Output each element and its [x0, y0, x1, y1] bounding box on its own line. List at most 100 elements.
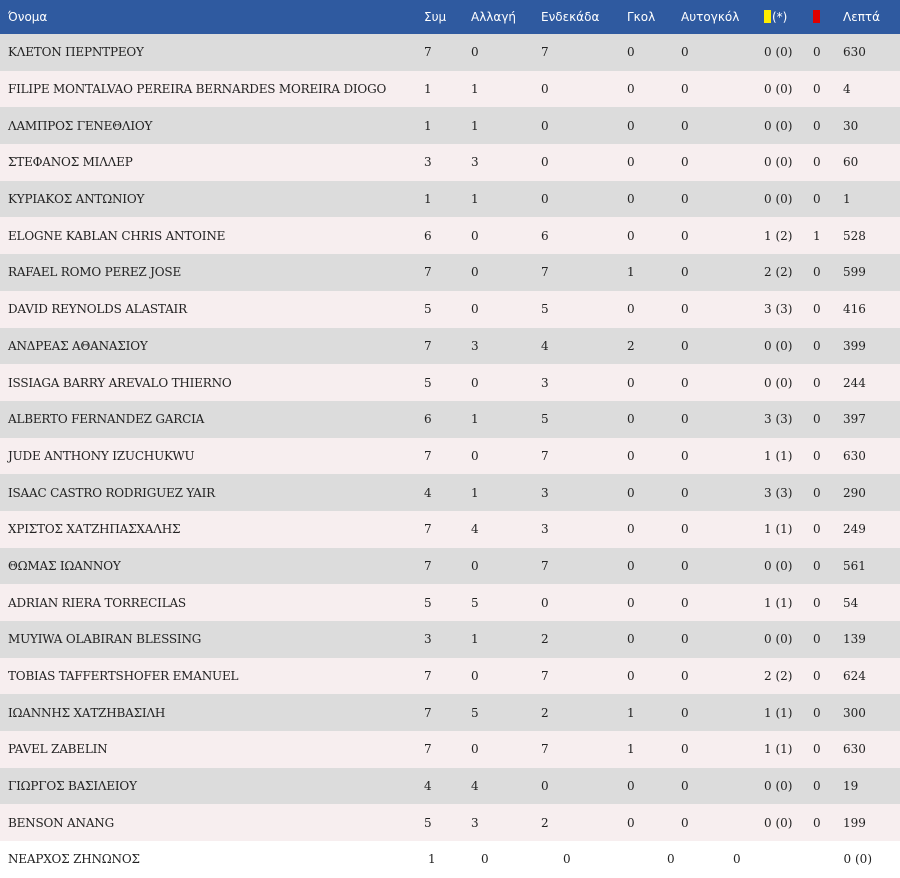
cell-red: 0 — [813, 448, 821, 463]
cell-name[interactable]: ELOGNE KABLAN CHRIS ANTOINE — [8, 228, 226, 243]
cell-empty — [809, 841, 839, 878]
cell-minutes: 528 — [843, 228, 866, 243]
cell-name[interactable]: ADRIAN RIERA TORRECILAS — [8, 595, 186, 610]
cell-own-goals: 0 — [681, 632, 689, 647]
table-row[interactable]: ADRIAN RIERA TORRECILAS 5 5 0 0 0 1 (1) 0 54 — [0, 584, 900, 621]
cell-name[interactable]: FILIPE MONTALVAO PEREIRA BERNARDES MOREI… — [8, 82, 387, 97]
cell-own-goals: 0 — [681, 669, 689, 684]
cell-name[interactable]: ΧΡΙΣΤΟΣ ΧΑΤΖΗΠΑΣΧΑΛΗΣ — [8, 522, 181, 537]
table-row[interactable]: FILIPE MONTALVAO PEREIRA BERNARDES MOREI… — [0, 70, 900, 108]
cell-name[interactable]: DAVID REYNOLDS ALASTAIR — [8, 302, 187, 317]
cell-goals: 0 — [627, 485, 635, 500]
cell-name[interactable]: ΘΩΜΑΣ ΙΩΑΝΝΟΥ — [8, 558, 121, 573]
table-row[interactable]: DAVID REYNOLDS ALASTAIR 5 0 5 0 0 3 (3) 0 416 — [0, 290, 900, 328]
table-row[interactable]: BENSON ANANG 5 3 2 0 0 0 (0) 0 199 — [0, 804, 900, 842]
cell-apps: 7 — [424, 705, 432, 720]
col-header-apps[interactable]: Συμ — [424, 10, 447, 24]
col-header-subs[interactable]: Αλλαγή — [471, 10, 517, 24]
cell-own-goals: 0 — [681, 375, 689, 390]
table-row[interactable]: ΚΥΡΙΑΚΟΣ ΑΝΤΩΝΙΟΥ 1 1 0 0 0 0 (0) 0 1 — [0, 180, 900, 218]
cell-goals: 0 — [627, 632, 635, 647]
table-row[interactable]: ΘΩΜΑΣ ΙΩΑΝΝΟΥ 7 0 7 0 0 0 (0) 0 561 — [0, 547, 900, 585]
cell-starts: 7 — [541, 742, 549, 757]
cell-name[interactable]: ALBERTO FERNANDEZ GARCIA — [8, 412, 205, 427]
cell-minutes: 1 — [843, 192, 851, 207]
cell-goals: 0 — [627, 412, 635, 427]
table-header-row: Όνομα Συμ Αλλαγή Ενδεκάδα Γκολ Αυτογκόλ … — [0, 0, 900, 34]
cell-red: 0 — [813, 558, 821, 573]
cell-starts: 5 — [541, 302, 549, 317]
table-row[interactable]: ISSIAGA BARRY AREVALO THIERNO 5 0 3 0 0 0 (0) 0… — [0, 364, 900, 401]
table-row[interactable]: MUYIWA OLABIRAN BLESSING 3 1 2 0 0 0 (0) 0 139 — [0, 621, 900, 658]
table-row[interactable]: RAFAEL ROMO PEREZ JOSE 7 0 7 1 0 2 (2) 0 599 — [0, 254, 900, 291]
table-row[interactable]: ΛΑΜΠΡΟΣ ΓΕΝΕΘΛΙΟΥ 1 1 0 0 0 0 (0) 0 30 — [0, 107, 900, 145]
table-row[interactable]: ΧΡΙΣΤΟΣ ΧΑΤΖΗΠΑΣΧΑΛΗΣ 7 4 3 0 0 1 (1) 0 249 — [0, 510, 900, 548]
cell-red: 0 — [813, 595, 821, 610]
cell-yellow: 0 (0) — [764, 45, 793, 60]
cell-own-goals: 0 — [681, 192, 689, 207]
cell-minutes: 624 — [843, 669, 866, 684]
col-header-own-goals[interactable]: Αυτογκόλ — [681, 10, 740, 24]
cell-subs: 1 — [471, 632, 479, 647]
cell-subs: 4 — [471, 779, 479, 794]
cell-apps: 7 — [424, 669, 432, 684]
cell-own-goals: 0 — [681, 302, 689, 317]
cell-minutes: 139 — [843, 632, 866, 647]
cell-name[interactable]: ΙΩΑΝΝΗΣ ΧΑΤΖΗΒΑΣΙΛΗ — [8, 705, 166, 720]
cell-name[interactable]: ΣΤΕΦΑΝΟΣ ΜΙΛΛΕΡ — [8, 155, 133, 170]
cell-starts: 3 — [541, 522, 549, 537]
col-header-name[interactable]: Όνομα — [8, 10, 48, 24]
table-row-last: ΝΕΑΡΧΟΣ ΖΗΝΩΝΟΣ 1 0 0 0 0 0 (0) — [0, 841, 900, 878]
cell-red: 0 — [813, 705, 821, 720]
cell-name[interactable]: PAVEL ZABELIN — [8, 742, 108, 757]
cell-name[interactable]: ΚΥΡΙΑΚΟΣ ΑΝΤΩΝΙΟΥ — [8, 192, 145, 207]
cell-own-goals: 0 — [681, 595, 689, 610]
cell-name[interactable]: ISAAC CASTRO RODRIGUEZ YAIR — [8, 485, 215, 500]
table-row[interactable]: JUDE ANTHONY IZUCHUKWU 7 0 7 0 0 1 (1) 0 630 — [0, 437, 900, 475]
cell-starts: 5 — [541, 412, 549, 427]
table-row[interactable]: TOBIAS TAFFERTSHOFER EMANUEL 7 0 7 0 0 2 (2) 0 6… — [0, 657, 900, 695]
cell-name[interactable]: BENSON ANANG — [8, 815, 114, 830]
cell-name[interactable]: MUYIWA OLABIRAN BLESSING — [8, 632, 202, 647]
cell-name[interactable]: JUDE ANTHONY IZUCHUKWU — [8, 448, 195, 463]
table-row[interactable]: ISAAC CASTRO RODRIGUEZ YAIR 4 1 3 0 0 3 (3) 0 29… — [0, 474, 900, 511]
col-header-red[interactable] — [809, 0, 839, 34]
table-row[interactable]: ΙΩΑΝΝΗΣ ΧΑΤΖΗΒΑΣΙΛΗ 7 5 2 1 0 1 (1) 0 300 — [0, 694, 900, 732]
table-row[interactable]: ΓΙΩΡΓΟΣ ΒΑΣΙΛΕΙΟΥ 4 4 0 0 0 0 (0) 0 19 — [0, 767, 900, 805]
cell-yellow: 0 (0) — [764, 192, 793, 207]
cell-name[interactable]: ΚΛΕΤΟΝ ΠΕΡΝΤΡΕΟΥ — [8, 45, 144, 60]
cell-yellow: 3 (3) — [764, 302, 793, 317]
cell-name[interactable]: ΛΑΜΠΡΟΣ ΓΕΝΕΘΛΙΟΥ — [8, 118, 153, 133]
cell-name[interactable]: RAFAEL ROMO PEREZ JOSE — [8, 265, 182, 280]
col-header-starts[interactable]: Ενδεκάδα — [541, 10, 600, 24]
cell-red: 0 — [813, 302, 821, 317]
cell-own-goals: 0 — [681, 265, 689, 280]
col-header-goals[interactable]: Γκολ — [627, 10, 656, 24]
cell-subs: 0 — [471, 265, 479, 280]
table-row[interactable]: ELOGNE KABLAN CHRIS ANTOINE 6 0 6 0 0 1 (2) 1 52… — [0, 217, 900, 255]
cell-subs: 0 — [471, 302, 479, 317]
table-row[interactable]: ΚΛΕΤΟΝ ΠΕΡΝΤΡΕΟΥ 7 0 7 0 0 0 (0) 0 630 — [0, 34, 900, 71]
cell-name[interactable]: ΑΝΔΡΕΑΣ ΑΘΑΝΑΣΙΟΥ — [8, 338, 148, 353]
cell-red: 0 — [813, 632, 821, 647]
cell-name[interactable]: ΓΙΩΡΓΟΣ ΒΑΣΙΛΕΙΟΥ — [8, 779, 137, 794]
cell-goals: 0 — [623, 841, 677, 878]
cell-starts: 7 — [541, 669, 549, 684]
cell-minutes: 4 — [843, 82, 851, 97]
cell-own-goals: 0 — [681, 742, 689, 757]
table-row[interactable]: ΑΝΔΡΕΑΣ ΑΘΑΝΑΣΙΟΥ 7 3 4 2 0 0 (0) 0 399 — [0, 327, 900, 365]
table-row[interactable]: ΣΤΕΦΑΝΟΣ ΜΙΛΛΕΡ 3 3 0 0 0 0 (0) 0 60 — [0, 144, 900, 181]
col-header-minutes[interactable]: Λεπτά — [843, 10, 881, 24]
cell-minutes: 630 — [843, 448, 866, 463]
cell-name[interactable]: ISSIAGA BARRY AREVALO THIERNO — [8, 375, 232, 390]
cell-subs: 0 — [471, 448, 479, 463]
table-row[interactable]: ALBERTO FERNANDEZ GARCIA 6 1 5 0 0 3 (3) 0 397 — [0, 400, 900, 438]
cell-goals: 0 — [627, 82, 635, 97]
cell-yellow: 0 (0) — [764, 155, 793, 170]
cell-minutes: 399 — [843, 338, 866, 353]
table-row[interactable]: PAVEL ZABELIN 7 0 7 1 0 1 (1) 0 630 — [0, 731, 900, 768]
col-header-yellow[interactable]: (*) — [760, 0, 809, 34]
cell-subs: 1 — [471, 412, 479, 427]
cell-name[interactable]: TOBIAS TAFFERTSHOFER EMANUEL — [8, 669, 239, 684]
